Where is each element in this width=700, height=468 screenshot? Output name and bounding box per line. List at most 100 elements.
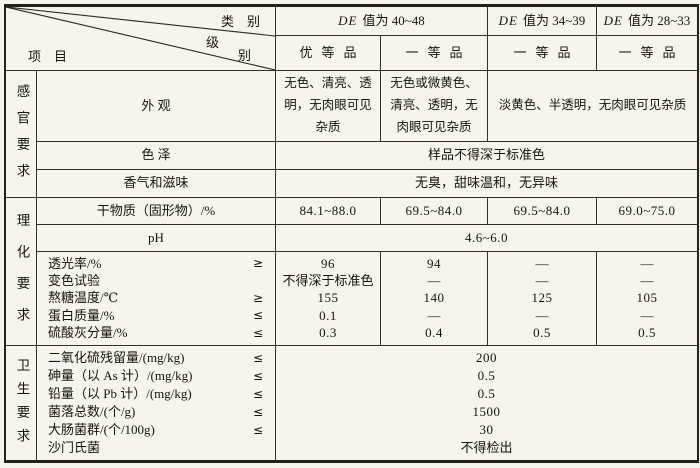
physchem-values-premium: 96 不得深于标准色 155 0.1 0.3 — [276, 252, 380, 345]
physchem-block-labels: 透光率/% ≥ 变色试验 熬糖温度/℃ ≥ 蛋白质量/% ≤ 硫酸灰分量/% ≤ — [37, 252, 275, 345]
group-label-physchem: 理化要求 — [6, 198, 36, 345]
value-line: 不得检出 — [460, 439, 513, 455]
physchem-row-protein: 蛋白质量/% ≤ — [48, 308, 263, 324]
diagonal-lines — [6, 7, 275, 70]
physchem-values-first-2: — — 125 — 0.5 — [488, 252, 596, 345]
dry-matter-value-3: 69.5~84.0 — [488, 198, 596, 224]
value-line: 105 — [636, 290, 658, 306]
value-line: — — [640, 255, 654, 271]
header-grade-first-3: 一等品 — [597, 36, 697, 70]
hygiene-block-labels: 二氧化硫残留量/(mg/kg) ≤ 砷量（以 As 计）/(mg/kg) ≤ 铅… — [37, 346, 275, 460]
corner-header-cell: 类别 级 别 项目 — [6, 7, 275, 70]
physchem-label: 透光率/% — [48, 255, 102, 271]
dry-matter-value-4: 69.0~75.0 — [597, 198, 697, 224]
group-label-sensory: 感官要求 — [6, 71, 36, 197]
value-line: 1500 — [472, 403, 501, 419]
value-line: 0.5 — [638, 325, 656, 341]
header-de-40-48: DE 值为 40~48 — [276, 7, 487, 35]
hygiene-row-so2: 二氧化硫残留量/(mg/kg) ≤ — [48, 350, 263, 366]
row-label-appearance: 外 观 — [37, 71, 275, 141]
gte-symbol: ≥ — [252, 290, 263, 305]
lte-symbol: ≤ — [252, 368, 263, 383]
value-line: — — [640, 272, 654, 288]
appearance-value-premium: 无色、清亮、透明，无肉眼可见杂质 — [276, 71, 380, 141]
row-label-aroma: 香气和滋味 — [37, 170, 275, 197]
group-label-hygiene: 卫生要求 — [6, 346, 36, 460]
hygiene-label: 大肠菌群/(个/100g) — [48, 421, 155, 437]
de-range-text: 值为 28~33 — [628, 12, 691, 28]
value-line: 0.5 — [477, 367, 496, 383]
value-line: 125 — [531, 290, 553, 306]
value-line: 140 — [423, 290, 445, 306]
aroma-value-merged: 无臭，甜味温和，无异味 — [276, 170, 697, 197]
physchem-label: 熬糖温度/℃ — [48, 290, 119, 306]
header-de-28-33: DE 值为 28~33 — [597, 7, 697, 35]
hygiene-label: 砷量（以 As 计）/(mg/kg) — [48, 367, 193, 383]
header-grade-first-1: 一等品 — [381, 36, 487, 70]
dry-matter-value-1: 84.1~88.0 — [276, 198, 380, 224]
hygiene-row-salmonella: 沙门氏菌 — [48, 440, 263, 456]
row-label-ph: pH — [37, 225, 275, 251]
value-line: 0.1 — [319, 307, 337, 323]
hygiene-label: 沙门氏菌 — [48, 439, 101, 455]
corner-item-label: 项目 — [28, 49, 81, 64]
lte-symbol: ≤ — [252, 350, 263, 365]
lte-symbol: ≤ — [252, 404, 263, 419]
value-line: — — [640, 307, 654, 323]
value-line: — — [535, 272, 549, 288]
value-line: — — [535, 307, 549, 323]
lte-symbol: ≤ — [252, 325, 263, 340]
appearance-value-first: 无色或微黄色、清亮、透明，无肉眼可见杂质 — [381, 71, 487, 141]
physchem-values-first-3: — — 105 — 0.5 — [597, 252, 697, 345]
color-value-merged: 样品不得深于标准色 — [276, 142, 697, 169]
hygiene-row-colony-count: 菌落总数/(个/g) ≤ — [48, 404, 263, 420]
hygiene-row-lead: 铅量（以 Pb 计）/(mg/kg) ≤ — [48, 386, 263, 402]
dry-matter-value-2: 69.5~84.0 — [381, 198, 487, 224]
physchem-row-transmittance: 透光率/% ≥ — [48, 256, 263, 272]
de-italic: DE — [603, 12, 624, 28]
header-de-34-39: DE 值为 34~39 — [488, 7, 596, 35]
lte-symbol: ≤ — [252, 308, 263, 323]
corner-grade-char-2: 别 — [237, 48, 251, 63]
hygiene-label: 菌落总数/(个/g) — [48, 403, 136, 419]
de-range-text: 值为 40~48 — [362, 12, 425, 28]
hygiene-values-merged: 200 0.5 0.5 1500 30 不得检出 — [276, 346, 697, 460]
physchem-values-first-1: 94 — 140 — 0.4 — [381, 252, 487, 345]
value-line: 30 — [479, 421, 494, 437]
header-grade-premium: 优等品 — [276, 36, 380, 70]
gte-symbol: ≥ — [252, 256, 263, 271]
hygiene-row-arsenic: 砷量（以 As 计）/(mg/kg) ≤ — [48, 368, 263, 384]
value-line: 96 — [321, 255, 335, 271]
value-line: — — [535, 255, 549, 271]
ph-value-merged: 4.6~6.0 — [276, 225, 697, 251]
value-line: 不得深于标准色 — [282, 272, 374, 288]
de-range-text: 值为 34~39 — [523, 12, 586, 28]
corner-category-label: 类别 — [220, 14, 273, 29]
quality-standard-table: 类别 级 别 项目 DE 值为 40~48 DE 值为 34~39 DE 值为 … — [4, 4, 699, 463]
value-line: 200 — [476, 349, 497, 365]
row-label-dry-matter: 干物质（固形物）/% — [37, 198, 275, 224]
value-line: — — [427, 307, 441, 323]
value-line: 94 — [427, 255, 441, 271]
de-italic: DE — [338, 12, 358, 28]
physchem-row-sulfate-ash: 硫酸灰分量/% ≤ — [48, 325, 263, 341]
value-line: 0.5 — [533, 325, 551, 341]
hygiene-label: 铅量（以 Pb 计）/(mg/kg) — [48, 385, 192, 401]
value-line: 0.3 — [319, 325, 337, 341]
physchem-row-color-test: 变色试验 — [48, 273, 263, 289]
physchem-label: 硫酸灰分量/% — [48, 325, 128, 341]
physchem-label: 变色试验 — [48, 272, 101, 288]
appearance-value-merged: 淡黄色、半透明，无肉眼可见杂质 — [488, 71, 697, 141]
lte-symbol: ≤ — [252, 422, 263, 437]
value-line: 0.4 — [425, 325, 443, 341]
header-grade-first-2: 一等品 — [488, 36, 596, 70]
value-line: 0.5 — [477, 385, 496, 401]
lte-symbol: ≤ — [252, 386, 263, 401]
value-line: — — [427, 272, 441, 288]
hygiene-row-coliform: 大肠菌群/(个/100g) ≤ — [48, 422, 263, 438]
de-italic: DE — [498, 12, 519, 28]
row-label-color: 色 泽 — [37, 142, 275, 169]
hygiene-label: 二氧化硫残留量/(mg/kg) — [48, 349, 185, 365]
value-line: 155 — [317, 290, 339, 306]
